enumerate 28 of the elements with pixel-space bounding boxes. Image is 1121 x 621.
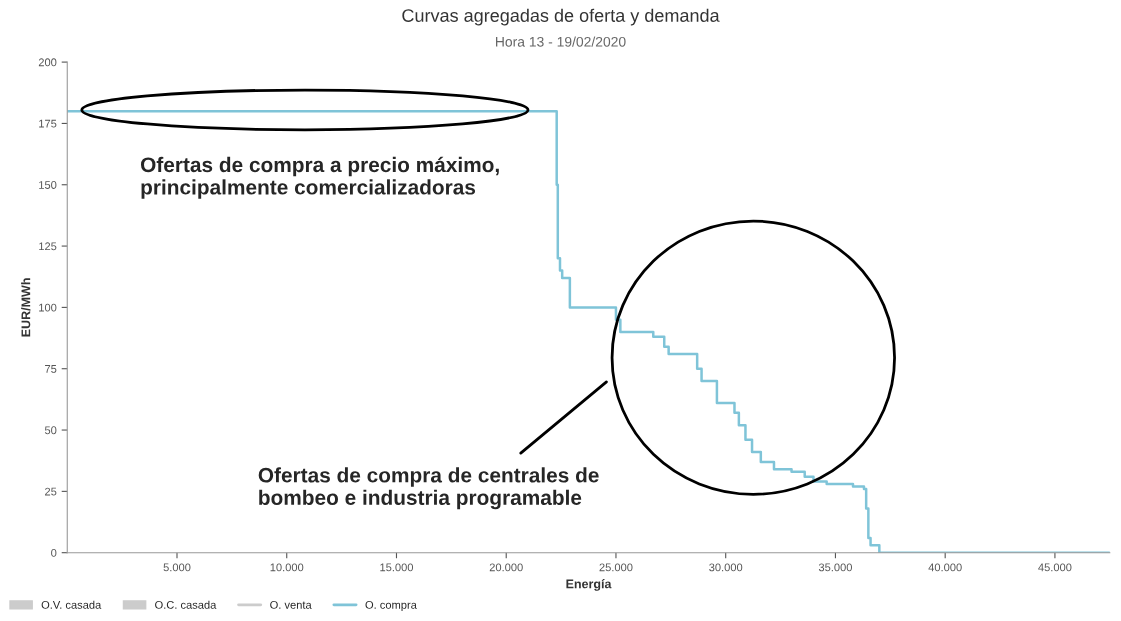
y-tick-label: 25 bbox=[45, 487, 57, 496]
y-tick-label: 150 bbox=[39, 181, 57, 189]
y-tick-label: 100 bbox=[39, 303, 57, 312]
chart-title: Curvas agregadas de oferta y demanda bbox=[402, 8, 720, 26]
y-tick-label: 50 bbox=[44, 426, 57, 435]
legend-label: O. venta bbox=[270, 600, 312, 609]
y-tick-label: 125 bbox=[39, 242, 57, 251]
legend-label: O. compra bbox=[365, 600, 417, 611]
legend-label: O.C. casada bbox=[155, 600, 217, 609]
x-tick-label: 10.000 bbox=[270, 563, 304, 572]
chart-subtitle: Hora 13 - 19/02/2020 bbox=[496, 36, 626, 47]
x-axis-title: Energía bbox=[566, 579, 612, 591]
x-tick-label: 5.000 bbox=[163, 563, 191, 572]
x-tick-label: 35.000 bbox=[818, 563, 852, 572]
x-tick-label: 20.000 bbox=[489, 563, 523, 572]
y-tick-label: 200 bbox=[38, 58, 57, 67]
x-tick-label: 15.000 bbox=[380, 563, 414, 572]
x-tick-label: 40.000 bbox=[928, 563, 962, 572]
legend-label: O.V. casada bbox=[41, 600, 102, 609]
y-tick-label: 0 bbox=[51, 548, 57, 557]
x-tick-label: 30.000 bbox=[709, 563, 743, 572]
x-tick-label: 25.000 bbox=[599, 563, 633, 572]
annotation: Ofertas de compra de centrales de bombeo e industria programable bbox=[258, 467, 599, 510]
annotation: Ofertas de compra a precio máximo, principalmente comercializadoras bbox=[140, 156, 499, 199]
y-tick-label: 175 bbox=[39, 119, 57, 128]
y-tick-label: 75 bbox=[45, 365, 57, 373]
y-axis-title: EUR/MWh bbox=[21, 278, 31, 337]
x-tick-label: 45.000 bbox=[1038, 563, 1072, 572]
